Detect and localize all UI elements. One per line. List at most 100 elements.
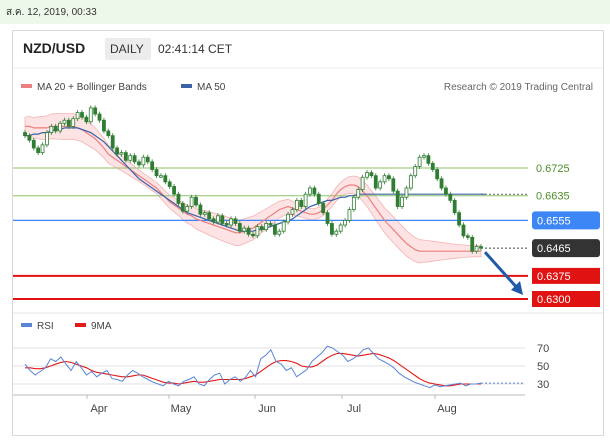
candle-body	[474, 246, 479, 252]
candle-body	[435, 169, 440, 180]
timestamp-bar: ส.ค. 12, 2019, 00:33	[0, 0, 610, 24]
candle-body	[45, 132, 49, 146]
pivot-label: 0.6555	[537, 215, 571, 227]
candle-body	[154, 169, 159, 177]
candle-body	[281, 221, 286, 232]
candle-body	[330, 223, 334, 235]
candle-body	[189, 196, 194, 207]
candle-body	[198, 204, 203, 215]
rsi-ma-legend-swatch	[75, 323, 86, 327]
candle-body	[119, 152, 124, 155]
candle-body	[365, 172, 369, 178]
candle-body	[404, 187, 409, 198]
candle-body	[115, 147, 119, 155]
candle-body	[417, 156, 422, 167]
support-tag	[532, 291, 600, 307]
ma50-line	[25, 127, 486, 232]
candle-body	[132, 155, 137, 163]
chart-canvas: NZD/USD DAILY 02:41:14 CET MA 20 + Bolli…	[13, 38, 603, 415]
ma50-legend-label: MA 50	[197, 82, 226, 93]
candle-body	[461, 224, 466, 237]
candle-body	[97, 113, 102, 121]
candle-body	[237, 223, 242, 232]
candle-body	[233, 218, 238, 224]
candle-body	[378, 181, 383, 189]
resistance-label: 0.6725	[536, 163, 570, 175]
candle-body	[457, 212, 461, 226]
candle-body	[308, 187, 312, 195]
candle-body	[229, 218, 233, 226]
candle-body	[470, 236, 475, 252]
candle-body	[194, 196, 198, 206]
candle-body	[356, 189, 361, 198]
x-tick-label: Aug	[437, 403, 457, 415]
candle-body	[224, 223, 229, 226]
candle-body	[106, 130, 111, 137]
candle-body	[27, 135, 32, 141]
candle-body	[180, 203, 185, 212]
candle-body	[62, 119, 67, 124]
candle-body	[351, 196, 356, 211]
candle-body	[145, 156, 150, 163]
candle-body	[31, 139, 36, 149]
candle-body	[312, 187, 317, 195]
candle-body	[325, 212, 330, 224]
candle-body	[273, 224, 277, 235]
candle-body	[286, 213, 290, 223]
candle-body	[159, 175, 163, 178]
last-price-tag	[532, 239, 600, 258]
candle-body	[141, 156, 146, 166]
candle-body	[163, 175, 168, 183]
candle-body	[426, 155, 431, 164]
pivot-tag	[532, 211, 600, 230]
candle-body	[150, 161, 155, 170]
credit-label: Research © 2019 Trading Central	[444, 82, 593, 93]
candle-body	[71, 118, 76, 127]
resistance-label: 0.6635	[536, 191, 570, 203]
candle-body	[49, 125, 54, 133]
candle-body	[347, 209, 352, 221]
candle-body	[391, 178, 396, 192]
candle-body	[93, 107, 98, 115]
candle-body	[66, 119, 71, 127]
candle-body	[216, 215, 220, 223]
rsi-tick-label: 70	[537, 343, 549, 355]
candle-body	[382, 175, 387, 183]
candle-body	[430, 162, 435, 170]
ma50-legend-swatch	[181, 84, 192, 88]
price-plot: 0.6725 0.6635 0.6555 0.6465 0.6375 0.6300	[13, 105, 603, 314]
ma20-legend-label: MA 20 + Bollinger Bands	[37, 82, 147, 93]
candle-body	[448, 193, 453, 201]
timeframe-badge[interactable]	[105, 38, 151, 60]
timestamp: ส.ค. 12, 2019, 00:33	[6, 7, 97, 18]
forecast-arrow-head	[511, 281, 523, 295]
candle-body	[408, 175, 413, 189]
candle-body	[123, 152, 128, 161]
candle-body	[172, 186, 176, 195]
timeframe-label: DAILY	[110, 42, 144, 56]
support-label: 0.6375	[537, 271, 571, 283]
rsi-legend-label: RSI	[37, 321, 54, 332]
rsi-tick-label: 50	[537, 361, 549, 373]
symbol-label: NZD/USD	[23, 40, 85, 56]
candle-body	[395, 190, 400, 207]
candle-body	[176, 193, 181, 204]
candle-body	[299, 199, 304, 207]
candle-body	[413, 166, 418, 177]
candle-body	[373, 175, 378, 189]
candle-body	[439, 178, 444, 189]
candle-body	[202, 212, 207, 215]
candle-body	[255, 226, 260, 237]
candle-body	[137, 161, 141, 166]
candle-body	[207, 212, 212, 220]
candle-body	[128, 155, 133, 161]
candle-body	[465, 235, 470, 238]
candle-body	[110, 135, 115, 149]
candle-body	[444, 187, 448, 195]
candle-body	[360, 176, 365, 190]
candle-body	[251, 233, 255, 237]
candle-body	[343, 219, 347, 226]
rsi-plot: 70 50 30	[13, 343, 549, 391]
candle-body	[102, 119, 106, 132]
candle-body	[36, 147, 41, 153]
